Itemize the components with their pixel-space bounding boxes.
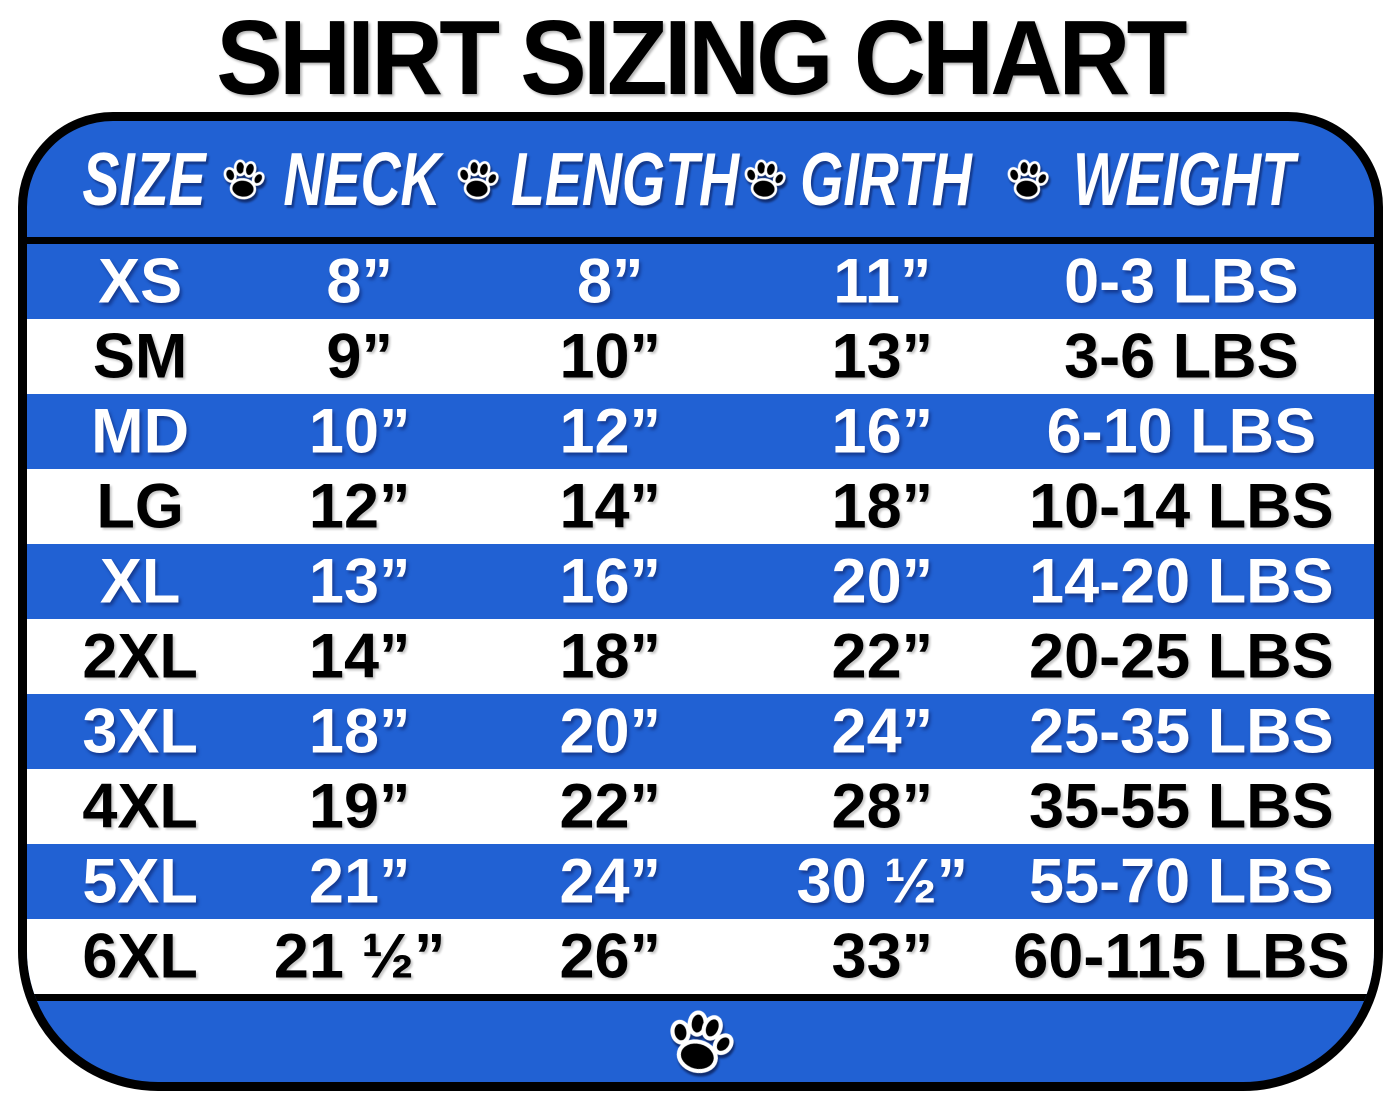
cell-weight: 20-25 LBS [1029, 621, 1334, 691]
table-row: SM 9” 10” 13” 3-6 LBS [27, 319, 1374, 394]
sizing-table-panel: SIZE NECK LENGTH GIRTH WEIGHT XS 8” 8” 1… [18, 112, 1383, 1091]
header-weight: WEIGHT [1073, 137, 1296, 221]
cell-length: 26” [559, 921, 662, 991]
cell-weight: 6-10 LBS [1046, 396, 1317, 466]
cell-length: 20” [559, 696, 662, 766]
cell-girth: 13” [831, 321, 934, 391]
table-body: XS 8” 8” 11” 0-3 LBS SM 9” 10” 13” 3-6 L… [27, 244, 1374, 994]
table-row: LG 12” 14” 18” 10-14 LBS [27, 469, 1374, 544]
cell-length: 14” [559, 471, 662, 541]
cell-weight: 3-6 LBS [1064, 321, 1299, 391]
paw-icon [219, 155, 269, 204]
cell-girth: 33” [831, 921, 934, 991]
cell-neck: 12” [308, 471, 411, 541]
cell-size: 2XL [82, 621, 198, 691]
cell-length: 10” [559, 321, 662, 391]
cell-girth: 16” [831, 396, 934, 466]
cell-weight: 25-35 LBS [1029, 696, 1334, 766]
cell-weight: 10-14 LBS [1029, 471, 1334, 541]
cell-neck: 8” [326, 246, 393, 316]
cell-weight: 60-115 LBS [1013, 921, 1350, 991]
cell-length: 8” [576, 246, 644, 316]
header-divider [27, 237, 1374, 244]
cell-size: 5XL [82, 846, 198, 916]
cell-length: 22” [559, 771, 662, 841]
cell-size: 6XL [82, 921, 198, 991]
cell-neck: 21 ½” [273, 921, 446, 991]
cell-weight: 0-3 LBS [1064, 246, 1299, 316]
cell-size: 3XL [82, 696, 198, 766]
cell-size: XS [98, 246, 183, 316]
header-length: LENGTH [510, 137, 740, 221]
table-row: 2XL 14” 18” 22” 20-25 LBS [27, 619, 1374, 694]
header-size: SIZE [82, 137, 206, 221]
cell-length: 16” [559, 546, 662, 616]
page-title: SHIRT SIZING CHART [216, 0, 1187, 117]
cell-girth: 24” [831, 696, 934, 766]
cell-girth: 18” [831, 471, 934, 541]
cell-length: 12” [559, 396, 662, 466]
cell-length: 18” [559, 621, 662, 691]
table-row: 6XL 21 ½” 26” 33” 60-115 LBS [27, 919, 1374, 994]
cell-weight: 55-70 LBS [1029, 846, 1334, 916]
cell-weight: 14-20 LBS [1029, 546, 1334, 616]
table-header-row: SIZE NECK LENGTH GIRTH WEIGHT [27, 121, 1374, 237]
paw-icon [665, 1007, 737, 1076]
table-row: XL 13” 16” 20” 14-20 LBS [27, 544, 1374, 619]
cell-neck: 19” [308, 771, 411, 841]
table-row: 5XL 21” 24” 30 ½” 55-70 LBS [27, 844, 1374, 919]
cell-neck: 9” [326, 321, 393, 391]
table-row: 4XL 19” 22” 28” 35-55 LBS [27, 769, 1374, 844]
header-neck: NECK [283, 137, 442, 221]
paw-icon [453, 155, 503, 204]
cell-size: SM [92, 321, 188, 391]
table-row: XS 8” 8” 11” 0-3 LBS [27, 244, 1374, 319]
cell-girth: 30 ½” [796, 846, 969, 916]
footer-divider [27, 994, 1374, 1001]
cell-girth: 11” [833, 246, 932, 316]
cell-size: MD [91, 396, 190, 466]
header-girth: GIRTH [800, 137, 973, 221]
table-row: MD 10” 12” 16” 6-10 LBS [27, 394, 1374, 469]
paw-icon [1003, 155, 1053, 204]
cell-neck: 18” [308, 696, 411, 766]
paw-icon [740, 155, 790, 204]
cell-girth: 28” [831, 771, 934, 841]
cell-weight: 35-55 LBS [1029, 771, 1334, 841]
cell-neck: 13” [308, 546, 411, 616]
cell-girth: 20” [831, 546, 934, 616]
cell-neck: 14” [308, 621, 411, 691]
cell-length: 24” [559, 846, 662, 916]
cell-size: 4XL [82, 771, 198, 841]
cell-girth: 22” [831, 621, 934, 691]
table-footer [27, 1001, 1374, 1082]
table-row: 3XL 18” 20” 24” 25-35 LBS [27, 694, 1374, 769]
cell-neck: 21” [308, 846, 411, 916]
cell-size: XL [99, 546, 181, 616]
cell-neck: 10” [308, 396, 411, 466]
cell-size: LG [96, 471, 184, 541]
